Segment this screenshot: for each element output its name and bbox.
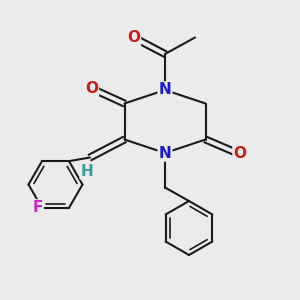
Text: O: O [85, 81, 98, 96]
Text: H: H [81, 164, 93, 178]
Text: N: N [159, 82, 171, 98]
Text: O: O [127, 30, 140, 45]
Text: N: N [159, 146, 171, 160]
Text: F: F [32, 200, 43, 215]
Text: O: O [233, 146, 247, 160]
